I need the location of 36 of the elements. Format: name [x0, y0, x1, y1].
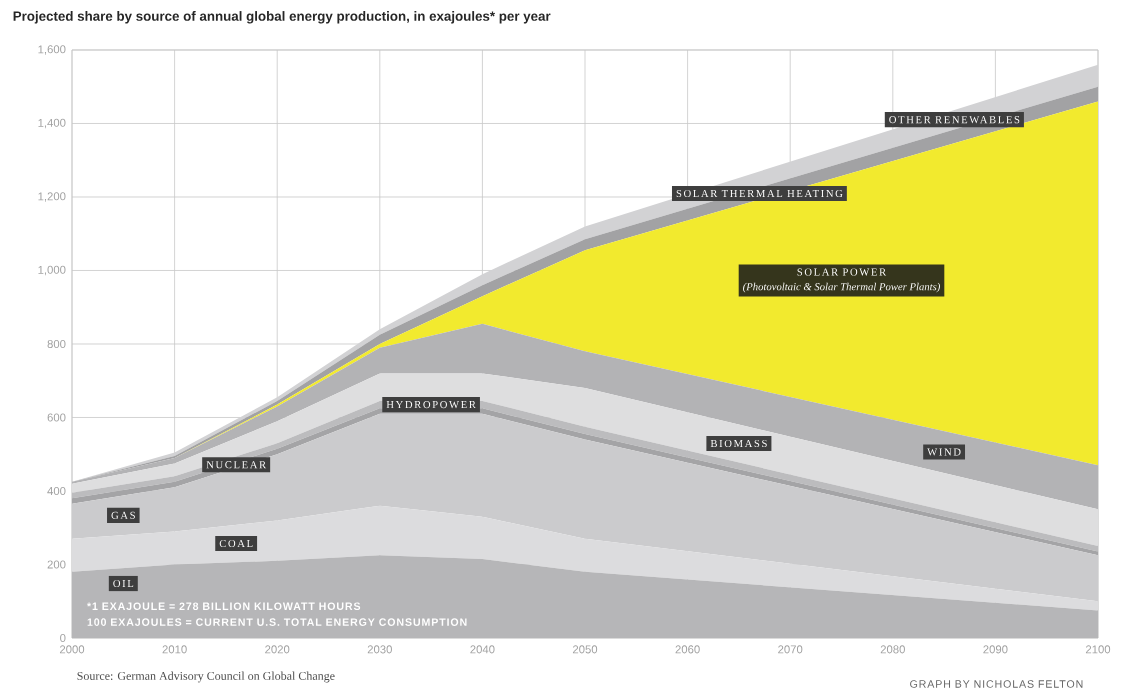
- series-label: WIND: [927, 448, 961, 456]
- x-tick-label: 2050: [572, 645, 598, 654]
- y-tick-label: 400: [47, 486, 66, 495]
- x-tick-label: 2090: [983, 645, 1008, 654]
- series-label: GAS: [111, 511, 135, 519]
- x-tick-label: 2040: [470, 645, 495, 654]
- text: GRAPH BY NICHOLAS FELTON: [910, 680, 1083, 688]
- series-label: HYDROPOWER: [386, 401, 476, 409]
- series-label: OIL: [113, 579, 134, 588]
- annotation: 100 EXAJOULES = CURRENT U.S. TOTAL ENERGY CONSUMPTION: [87, 618, 467, 626]
- series-label: OTHER RENEWABLES: [889, 116, 1020, 124]
- series-label: SOLAR POWER: [797, 268, 887, 276]
- x-tick-label: 2020: [265, 645, 290, 654]
- x-tick-label: 2060: [675, 645, 700, 654]
- y-tick-label: 800: [47, 339, 66, 348]
- annotation: (Photovoltaic & Solar Thermal Power Plants): [743, 282, 940, 293]
- annotation: *1 EXAJOULE = 278 BILLION KILOWATT HOURS: [87, 602, 361, 611]
- y-tick-label: 1,600: [38, 45, 66, 55]
- x-tick-label: 2030: [367, 645, 392, 654]
- x-tick-label: 2080: [880, 645, 905, 654]
- x-tick-label: 2100: [1085, 645, 1111, 654]
- y-tick-label: 600: [47, 413, 66, 422]
- x-tick-label: 2000: [59, 645, 85, 654]
- series-label: NUCLEAR: [206, 461, 267, 469]
- x-tick-label: 2070: [778, 645, 803, 654]
- y-tick-label: 1,200: [38, 192, 66, 202]
- series-label: BIOMASS: [710, 439, 767, 448]
- series-label: SOLAR THERMAL HEATING: [676, 189, 843, 198]
- x-tick-label: 2010: [162, 645, 187, 654]
- series-label: COAL: [219, 539, 253, 548]
- y-tick-label: 1,000: [38, 265, 66, 276]
- y-tick-label: 0: [60, 633, 66, 642]
- chart-title: Projected share by source of annual global energy production, in exajoules* per year: [13, 11, 551, 24]
- y-tick-label: 1,400: [38, 118, 66, 129]
- source-note: Source: German Advisory Council on Global Change: [77, 671, 335, 683]
- y-tick-label: 200: [47, 560, 66, 569]
